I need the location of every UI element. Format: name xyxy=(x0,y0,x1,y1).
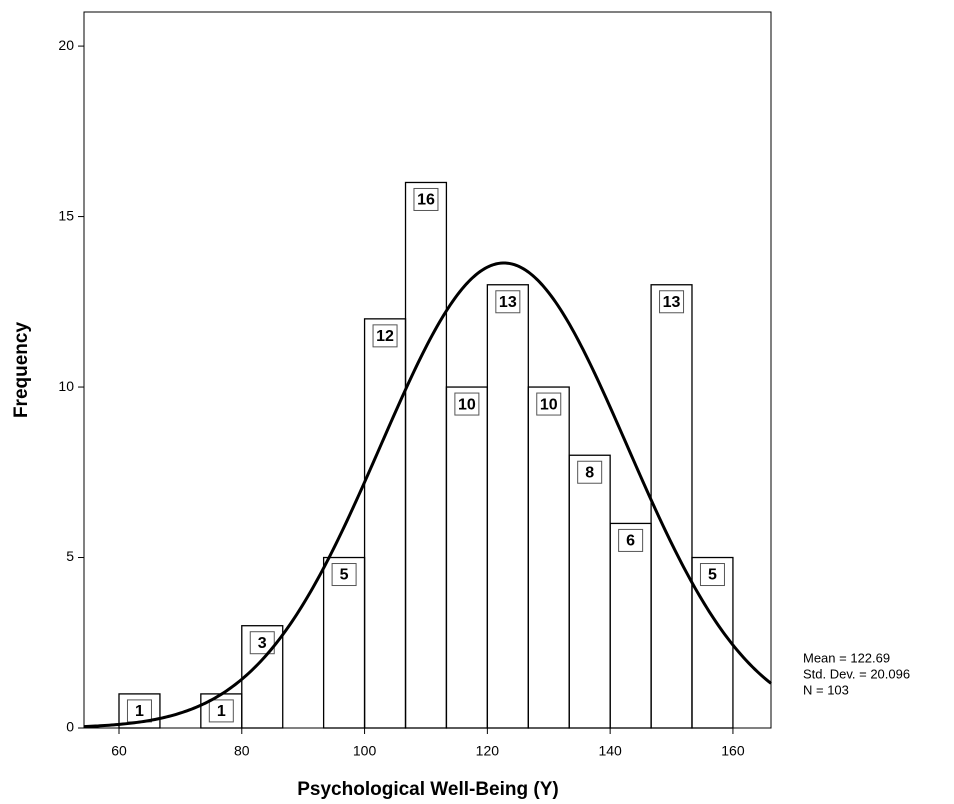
value-label: 10 xyxy=(540,396,558,413)
bar xyxy=(569,455,610,728)
plot-frame xyxy=(84,12,771,728)
bar xyxy=(651,285,692,728)
value-label: 5 xyxy=(340,567,349,584)
chart: Psychological Well-Being (Y) Frequency M… xyxy=(0,0,954,804)
bar xyxy=(487,285,528,728)
value-label: 13 xyxy=(499,294,517,311)
y-tick-label: 0 xyxy=(66,719,74,735)
x-tick-label: 100 xyxy=(353,743,377,759)
value-label: 8 xyxy=(585,464,594,481)
y-tick-label: 5 xyxy=(66,548,74,564)
stat-n: N = 103 xyxy=(803,682,849,697)
bar xyxy=(610,523,651,728)
value-label: 5 xyxy=(708,567,717,584)
y-tick-label: 20 xyxy=(58,37,74,53)
value-label: 13 xyxy=(663,294,681,311)
bar xyxy=(406,182,447,728)
value-label: 1 xyxy=(217,703,226,720)
x-axis-title: Psychological Well-Being (Y) xyxy=(297,779,558,800)
x-tick-label: 80 xyxy=(234,743,250,759)
value-label: 16 xyxy=(417,192,435,209)
value-label: 3 xyxy=(258,635,267,652)
x-tick-label: 60 xyxy=(111,743,127,759)
value-label: 12 xyxy=(376,328,394,345)
y-axis-title: Frequency xyxy=(11,322,32,419)
stat-mean: Mean = 122.69 xyxy=(803,650,890,665)
stat-sd: Std. Dev. = 20.096 xyxy=(803,666,910,681)
x-tick-label: 120 xyxy=(476,743,500,759)
x-tick-label: 140 xyxy=(598,743,622,759)
y-tick-label: 10 xyxy=(58,378,74,394)
y-tick-label: 15 xyxy=(58,207,74,223)
value-label: 1 xyxy=(135,703,144,720)
bar xyxy=(365,319,406,728)
value-label: 10 xyxy=(458,396,476,413)
value-label: 6 xyxy=(626,533,635,550)
bar xyxy=(446,387,487,728)
bar xyxy=(528,387,569,728)
normal-curve xyxy=(84,263,771,727)
x-tick-label: 160 xyxy=(721,743,745,759)
